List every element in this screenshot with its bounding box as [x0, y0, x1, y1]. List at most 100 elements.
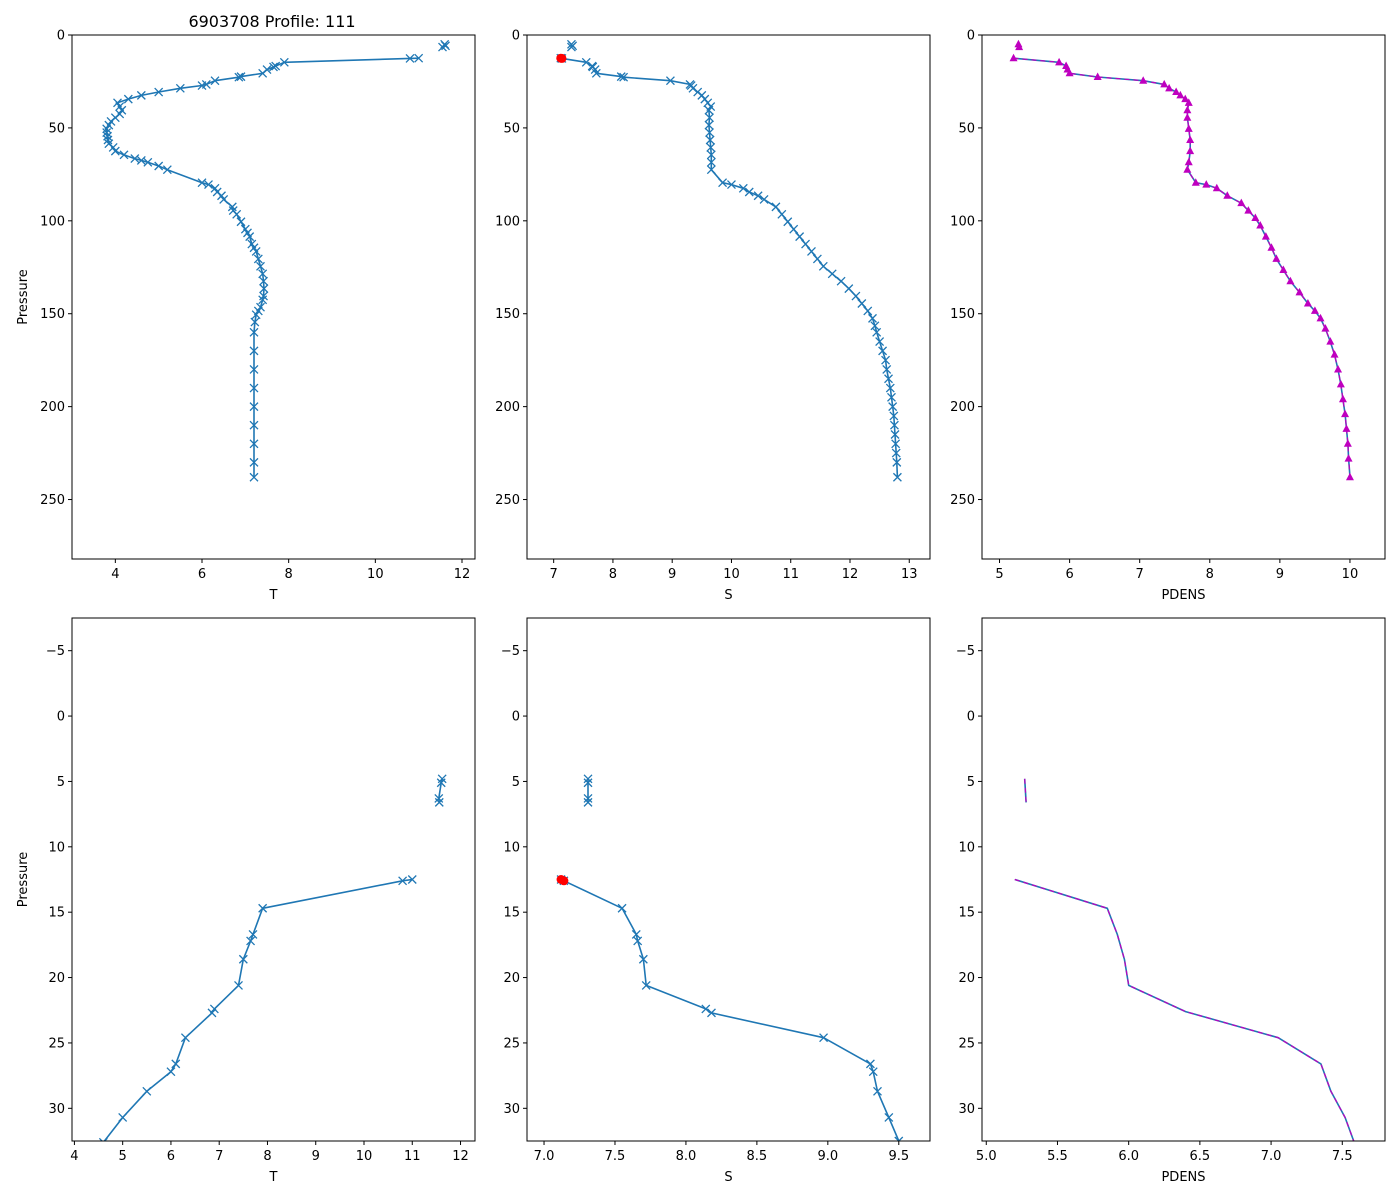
data-point-x-marker [617, 903, 627, 913]
data-point-triangle-marker [1183, 113, 1192, 121]
data-point-x-marker [407, 875, 417, 884]
data-point-x-marker [892, 472, 902, 482]
y-tick-label: 200 [950, 400, 975, 415]
data-point-x-marker [707, 1008, 716, 1018]
data-point-x-marker [438, 42, 447, 52]
y-tick-label: −5 [46, 644, 65, 659]
data-point-x-marker [795, 232, 805, 242]
x-tick-label: 9 [668, 567, 676, 582]
y-tick-label: 10 [958, 840, 975, 855]
x-tick-label: 12 [452, 1149, 469, 1164]
data-point-x-marker [887, 392, 896, 402]
y-tick-label: 250 [40, 493, 65, 508]
y-tick-label: 150 [40, 307, 65, 322]
data-point-x-marker [123, 94, 133, 104]
x-tick-label: 10 [356, 1149, 373, 1164]
data-layer [1009, 39, 1354, 481]
data-layer [556, 774, 904, 1141]
x-tick-label: 7.0 [534, 1149, 555, 1164]
axes-frame [981, 617, 1386, 1142]
data-point-x-marker [234, 72, 244, 82]
y-tick-label: 100 [950, 214, 975, 229]
axes-frame [526, 617, 931, 1142]
data-point-x-marker [583, 793, 593, 803]
data-point-x-marker [219, 194, 229, 204]
x-axis-label: S [724, 1170, 732, 1185]
data-point-triangle-marker [1055, 57, 1064, 66]
data-point-triangle-marker [1184, 157, 1193, 166]
data-point-triangle-marker [1244, 206, 1253, 214]
data-point-x-marker [434, 797, 444, 807]
x-tick-label: 8 [285, 567, 293, 582]
data-point-x-marker [253, 254, 263, 264]
data-point-triangle-marker [1267, 243, 1276, 251]
data-point-x-marker [583, 774, 593, 784]
data-point-triangle-marker [1256, 220, 1265, 229]
x-tick-label: 4 [111, 567, 119, 582]
data-point-x-marker [892, 457, 902, 467]
data-point-x-marker [638, 954, 648, 964]
data-point-x-marker [807, 247, 816, 256]
y-tick-label: 20 [48, 971, 65, 986]
data-point-triangle-marker [1345, 472, 1354, 481]
data-point-x-marker [180, 1033, 190, 1043]
data-layer [1014, 778, 1355, 1141]
x-tick-label: 5 [119, 1149, 127, 1164]
x-tick-label: 6.5 [1190, 1149, 1211, 1164]
data-point-x-marker [718, 178, 728, 188]
data-point-x-marker [269, 62, 278, 72]
x-tick-label: 6 [198, 567, 206, 582]
subplot-bot-S: 7.0 7.5 8.0 8.5 9.0 9.5 −5 0 5 10 15 20 25 30 S [501, 617, 931, 1185]
data-point-x-marker [103, 131, 112, 141]
data-point-x-marker [885, 383, 895, 393]
data-point-x-marker [236, 72, 246, 82]
data-point-x-marker [197, 178, 207, 188]
x-tick-label: 12 [454, 567, 471, 582]
data-layer [102, 39, 450, 482]
data-point-x-marker [251, 310, 261, 320]
figure-title: 6903708 Profile: 111 [188, 12, 355, 31]
data-point-triangle-marker [1212, 183, 1221, 192]
x-axis-label: T [269, 1170, 278, 1185]
x-tick-label: 8.5 [747, 1149, 768, 1164]
y-tick-label: 30 [958, 1102, 975, 1117]
data-point-x-marker [249, 457, 259, 467]
data-point-triangle-marker [1183, 165, 1192, 173]
data-point-x-marker [238, 954, 248, 964]
x-tick-label: 10 [367, 567, 384, 582]
data-point-x-marker [706, 157, 716, 167]
data-point-x-marker [197, 81, 207, 91]
data-point-triangle-marker [1310, 306, 1319, 314]
data-point-x-marker [245, 232, 255, 242]
data-point-triangle-marker [1184, 124, 1193, 132]
data-point-triangle-marker [1336, 379, 1345, 388]
x-tick-label: 6 [1065, 567, 1073, 582]
data-point-triangle-marker [1160, 79, 1169, 88]
data-point-x-marker [872, 327, 882, 337]
data-point-x-marker [136, 90, 146, 100]
data-point-triangle-marker [1009, 53, 1018, 62]
data-point-x-marker [706, 142, 716, 152]
data-point-x-marker [851, 291, 861, 301]
data-point-x-marker [688, 83, 698, 93]
x-tick-label: 8 [263, 1149, 271, 1164]
y-tick-label: 50 [48, 121, 65, 136]
y-axis-label: Pressure [16, 852, 31, 908]
y-tick-label: 0 [967, 29, 975, 44]
data-point-x-marker [232, 209, 242, 219]
data-point-x-marker [249, 383, 259, 393]
data-point-triangle-marker [1237, 198, 1246, 207]
data-point-x-marker [591, 68, 601, 78]
data-point-x-marker [868, 1067, 878, 1077]
data-point-x-marker [744, 187, 754, 197]
y-tick-label: 5 [967, 775, 975, 790]
series-dashed-line [1024, 778, 1027, 803]
data-point-x-marker [249, 346, 259, 356]
x-tick-label: 5.0 [976, 1149, 997, 1164]
data-point-x-marker [130, 154, 140, 164]
data-point-x-marker [436, 778, 446, 788]
x-tick-label: 5 [995, 567, 1003, 582]
y-tick-label: 30 [48, 1102, 65, 1117]
series-line [437, 778, 443, 803]
data-point-x-marker [705, 128, 714, 138]
